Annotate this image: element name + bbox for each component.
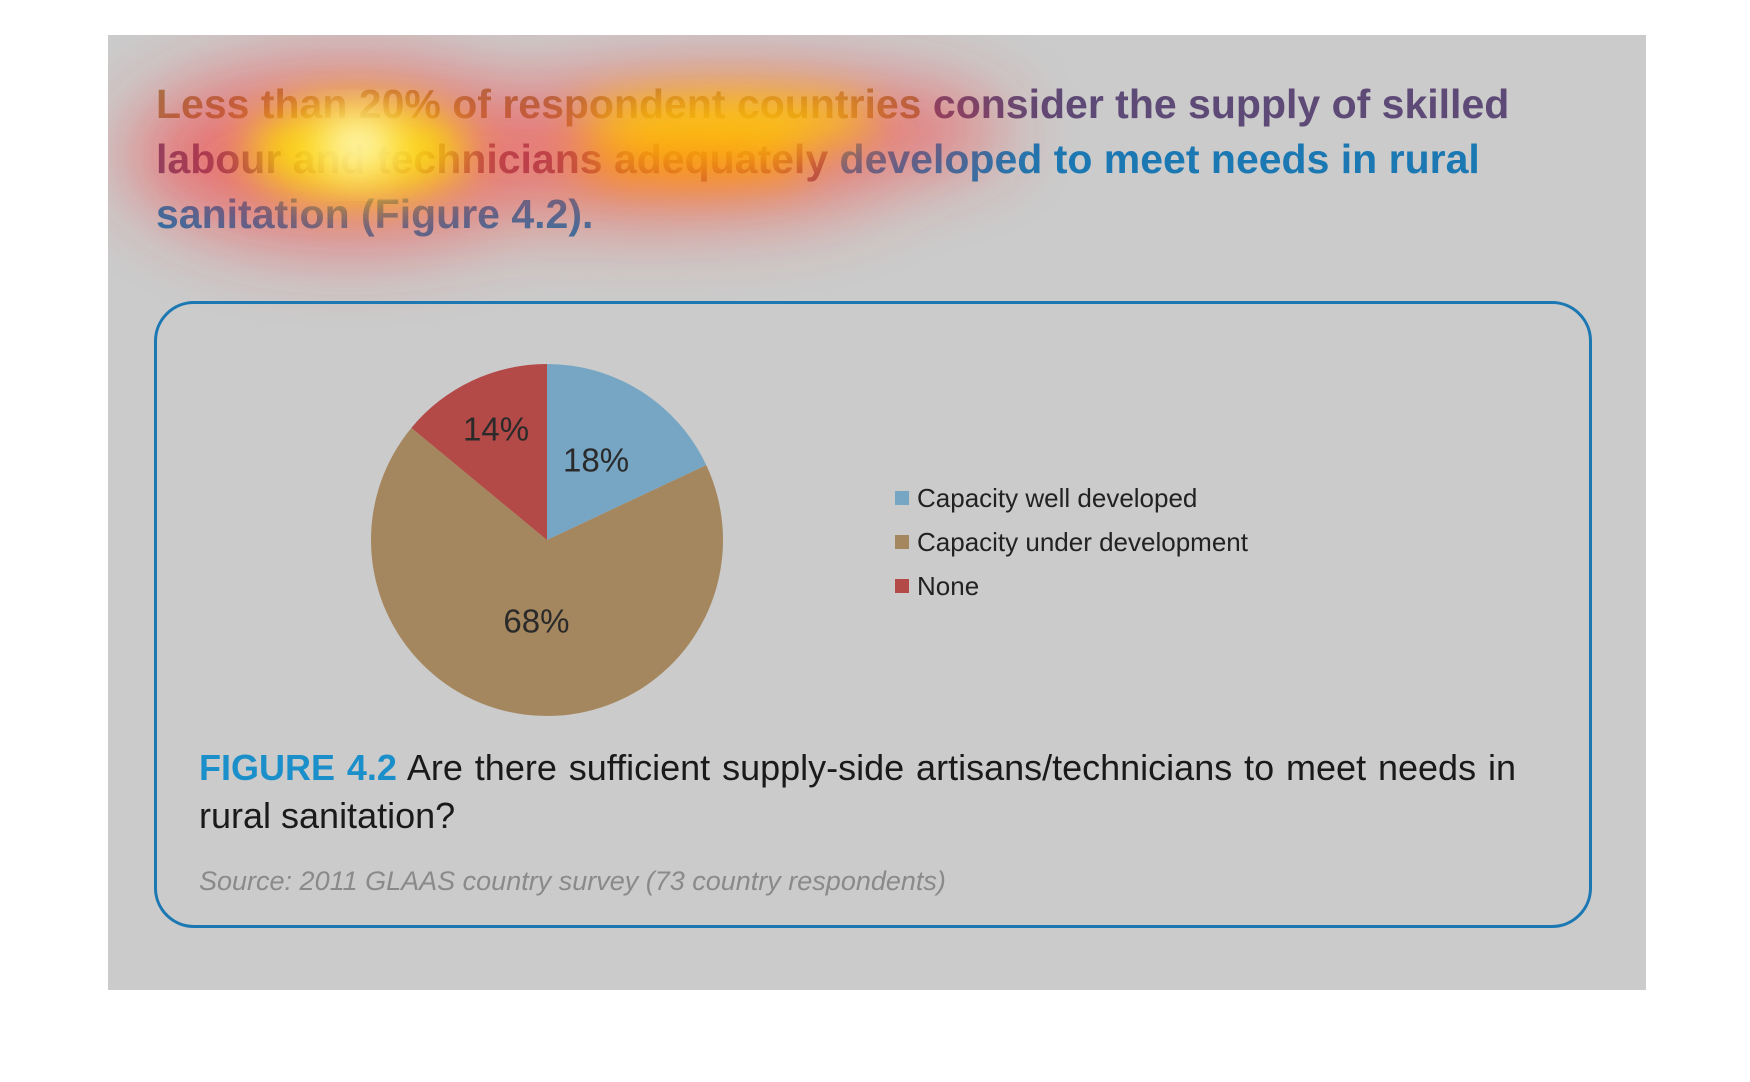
headline-part1: Less than 20% of respondent countries xyxy=(156,81,922,127)
headline: Less than 20% of respondent countries co… xyxy=(156,77,1576,242)
pie-slice-none xyxy=(411,364,547,540)
pie-label-under-development: 68% xyxy=(503,603,569,640)
figure-caption-text: Are there sufficient supply-side artisan… xyxy=(199,747,1516,836)
figure-source: Source: 2011 GLAAS country survey (73 co… xyxy=(199,866,946,896)
legend-label-well-developed: Capacity well developed xyxy=(917,482,1198,513)
legend-label-under-development: Capacity under development xyxy=(917,526,1248,557)
content-panel: Less than 20% of respondent countries co… xyxy=(108,35,1646,990)
legend-item-well-developed: Capacity well developed xyxy=(895,476,1248,520)
legend-label-none: None xyxy=(917,570,980,601)
pie-label-well-developed: 18% xyxy=(563,441,629,478)
legend-swatch-well-developed xyxy=(895,491,909,505)
pie-label-none: 14% xyxy=(463,410,529,447)
legend-item-none: None xyxy=(895,564,1248,608)
figure-container: 18% 68% 14% Capacity well developed Capaci… xyxy=(154,301,1592,928)
headline-part3: and technicians adequately xyxy=(281,136,829,182)
legend-item-under-development: Capacity under development xyxy=(895,520,1248,564)
figure-number: FIGURE 4.2 xyxy=(199,747,397,788)
figure-caption: FIGURE 4.2 Are there sufficient supply-s… xyxy=(199,744,1516,840)
legend-swatch-none xyxy=(895,579,909,593)
pie-chart: 18% 68% 14% xyxy=(371,364,723,716)
legend-swatch-under-development xyxy=(895,535,909,549)
pie-slice-under-development xyxy=(371,427,723,716)
pie-slice-well-developed xyxy=(547,364,707,540)
chart-legend: Capacity well developed Capacity under d… xyxy=(895,476,1248,608)
